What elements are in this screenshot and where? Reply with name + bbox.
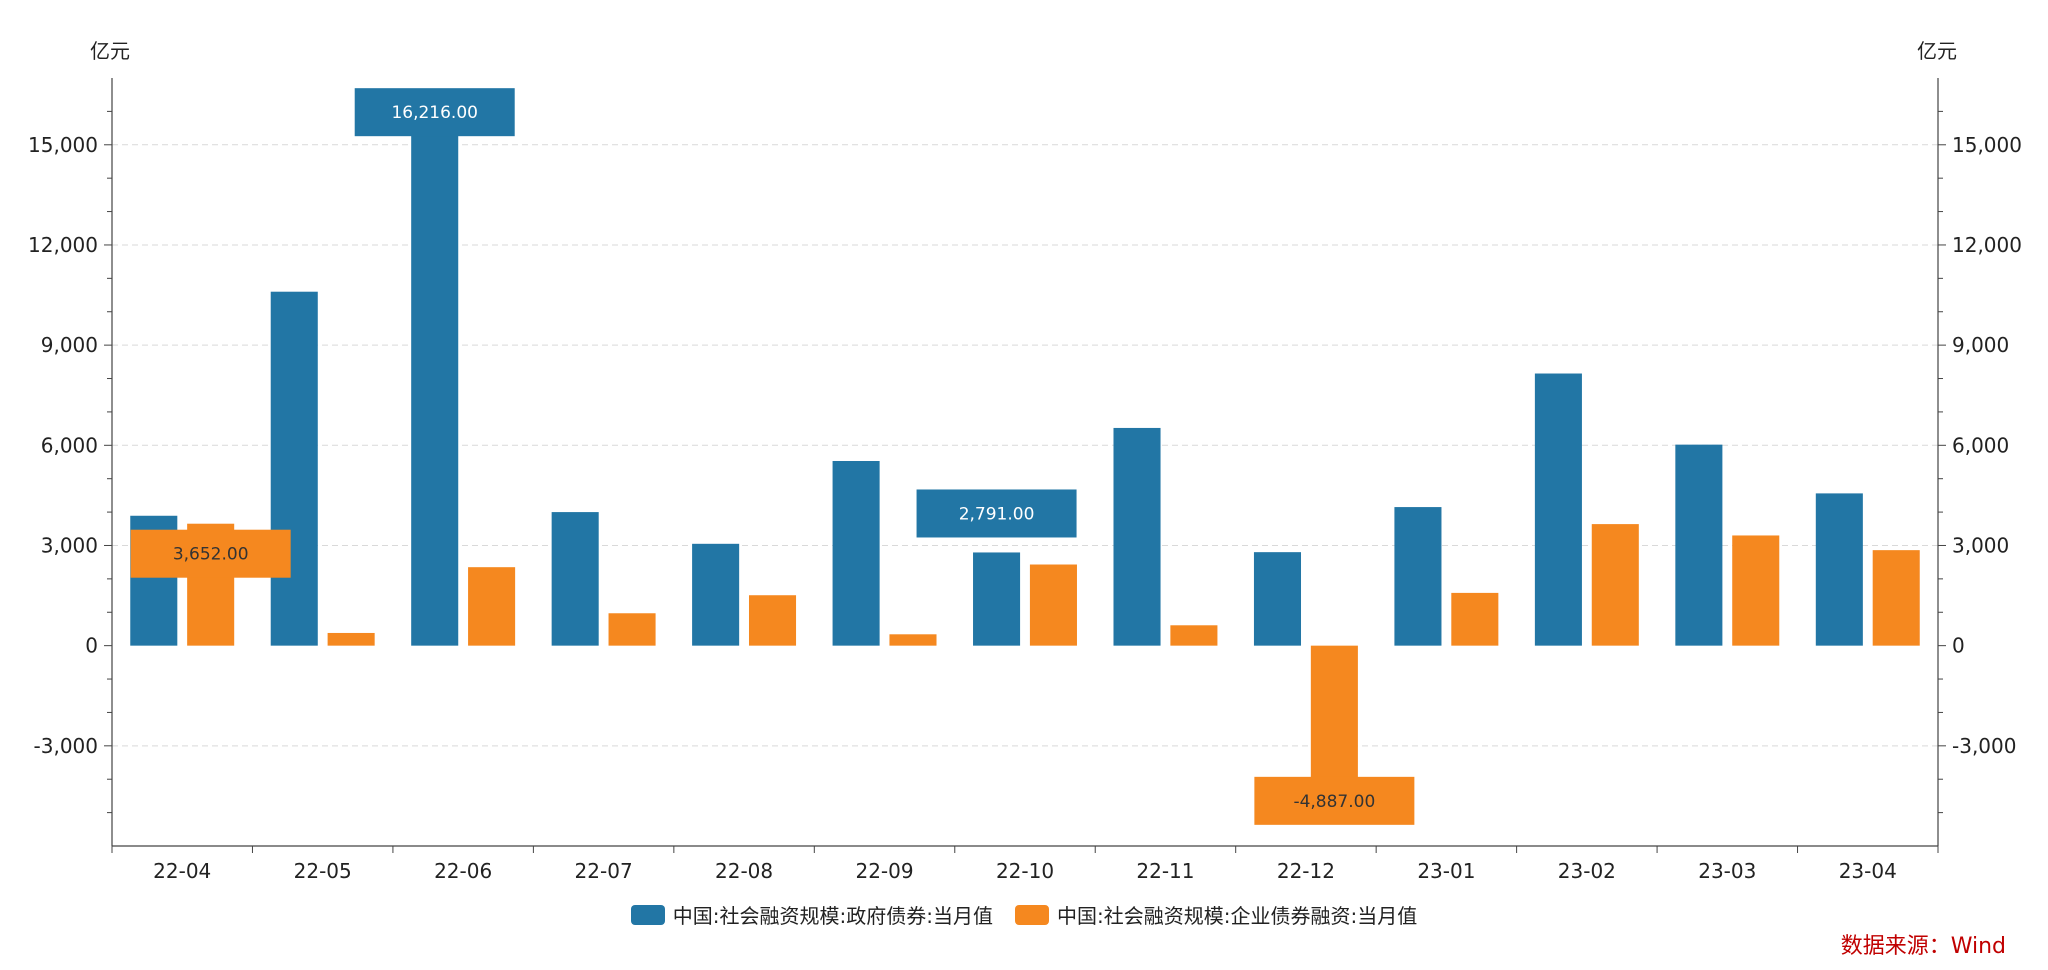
y-tick-label-right: 6,000 [1952, 433, 2009, 457]
data-label-box [130, 529, 291, 578]
y-tick-label-right: 15,000 [1952, 133, 2022, 157]
x-tick-label: 22-04 [153, 859, 211, 883]
bar-corporate-bonds [1872, 550, 1920, 646]
bar-corporate-bonds [1029, 564, 1077, 646]
bar-government-bonds [411, 104, 459, 646]
legend: 中国:社会融资规模:政府债券:当月值 中国:社会融资规模:企业债券融资:当月值 [0, 900, 2048, 929]
bar-government-bonds [692, 543, 740, 646]
x-tick-label: 22-09 [855, 859, 913, 883]
y-tick-label-right: 0 [1952, 634, 1965, 658]
bar-government-bonds [1394, 507, 1442, 646]
x-tick-label: 22-07 [575, 859, 633, 883]
legend-swatch-corporate-bonds [1015, 904, 1049, 925]
data-label-box [1254, 776, 1415, 825]
y-tick-label-left: 12,000 [28, 233, 98, 257]
y-tick-label-right: 3,000 [1952, 533, 2009, 557]
bar-corporate-bonds [889, 634, 937, 646]
y-tick-label-left: -3,000 [34, 734, 98, 758]
x-tick-label: 22-10 [996, 859, 1054, 883]
y-unit-right: 亿元 [1917, 39, 1957, 63]
data-label: 2,791.00 [959, 504, 1035, 524]
x-tick-label: 23-02 [1558, 859, 1616, 883]
y-tick-label-right: -3,000 [1952, 734, 2016, 758]
y-tick-label-left: 6,000 [41, 433, 98, 457]
bar-corporate-bonds [748, 595, 797, 646]
x-tick-label: 23-03 [1698, 859, 1756, 883]
y-tick-label-left: 15,000 [28, 133, 98, 157]
data-label-box [916, 489, 1077, 538]
bar-government-bonds [1675, 444, 1723, 646]
data-label: -4,887.00 [1293, 792, 1375, 812]
legend-label-corporate-bonds: 中国:社会融资规模:企业债券融资:当月值 [1057, 904, 1418, 928]
source-note: 数据来源：Wind [1840, 934, 2006, 959]
y-tick-label-right: 9,000 [1952, 333, 2009, 357]
legend-item-corporate-bonds[interactable]: 中国:社会融资规模:企业债券融资:当月值 [1015, 900, 1417, 929]
x-tick-label: 22-06 [434, 859, 492, 883]
bar-corporate-bonds [1170, 625, 1218, 646]
bar-corporate-bonds [1732, 535, 1780, 646]
x-tick-label: 23-04 [1839, 859, 1897, 883]
y-tick-label-left: 0 [85, 634, 98, 658]
bar-chart: -3,000 -3,000 0 0 3,000 3,000 6,000 6,000 9,000 9… [28, 39, 2022, 883]
bar-corporate-bonds [327, 632, 375, 646]
y-tick-label-left: 9,000 [41, 333, 98, 357]
bar-government-bonds [1113, 427, 1161, 646]
data-label: 16,216.00 [391, 103, 478, 123]
bar-government-bonds [1815, 493, 1863, 646]
y-tick-label-left: 3,000 [41, 533, 98, 557]
legend-item-government-bonds[interactable]: 中国:社会融资规模:政府债券:当月值 [630, 900, 993, 929]
y-tick-label-right: 12,000 [1952, 233, 2022, 257]
y-unit-left: 亿元 [90, 39, 130, 63]
bar-government-bonds [973, 552, 1021, 646]
bar-corporate-bonds [1591, 524, 1639, 646]
x-tick-label: 22-11 [1136, 859, 1194, 883]
bar-government-bonds [1253, 552, 1302, 646]
bar-government-bonds [832, 460, 880, 646]
x-tick-label: 22-12 [1277, 859, 1335, 883]
data-label: 3,652.00 [173, 545, 249, 565]
bar-government-bonds [1534, 373, 1582, 646]
bar-government-bonds [270, 291, 318, 646]
data-label-box [354, 88, 515, 137]
x-tick-label: 23-01 [1417, 859, 1475, 883]
bar-corporate-bonds [468, 567, 516, 646]
legend-label-government-bonds: 中国:社会融资规模:政府债券:当月值 [672, 904, 993, 928]
bar-corporate-bonds [1451, 592, 1499, 646]
x-tick-label: 22-08 [715, 859, 773, 883]
x-tick-label: 22-05 [294, 859, 352, 883]
bar-corporate-bonds [608, 613, 656, 646]
legend-swatch-government-bonds [630, 904, 665, 925]
bar-government-bonds [551, 512, 599, 646]
